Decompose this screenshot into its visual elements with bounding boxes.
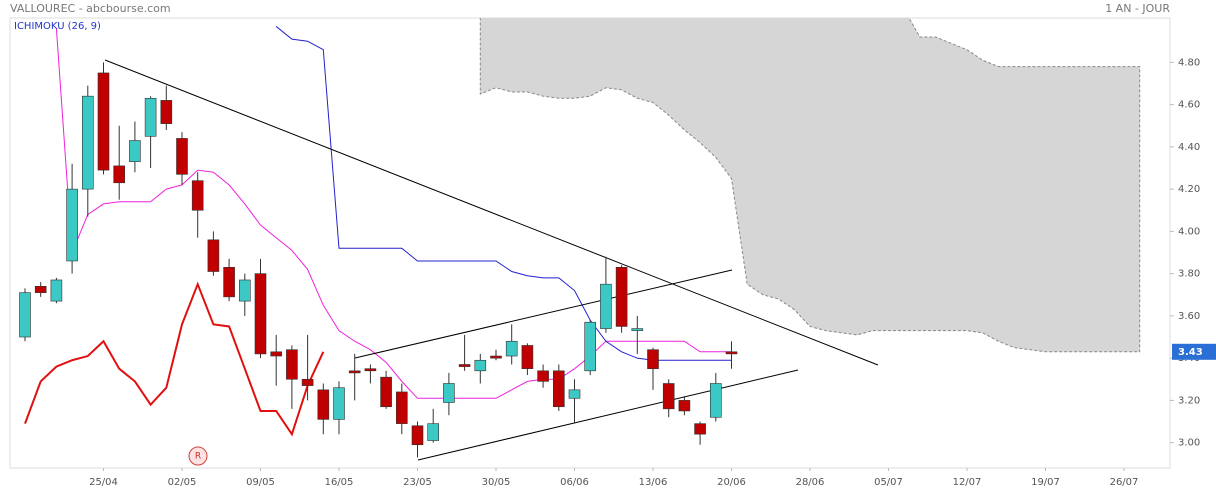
y-tick-label: 4.00 <box>1178 226 1200 237</box>
x-tick-label: 20/06 <box>717 477 746 488</box>
candle-body <box>568 389 581 399</box>
candle-body <box>301 378 314 386</box>
candle-body <box>615 266 628 327</box>
candle-body <box>647 349 659 370</box>
candle-body <box>176 138 188 175</box>
signal-marker <box>188 446 208 466</box>
candle-body <box>505 340 518 357</box>
y-tick-label: 4.80 <box>1178 57 1200 68</box>
candle-body <box>631 328 644 331</box>
candle-body <box>160 100 173 124</box>
x-tick-label: 23/05 <box>403 477 432 488</box>
candle-body <box>364 368 377 372</box>
y-tick-label: 4.60 <box>1178 100 1200 111</box>
candle-body <box>34 286 47 293</box>
period-label: 1 AN - JOUR <box>1105 2 1170 15</box>
candle-body <box>19 292 31 338</box>
candle-body <box>725 351 738 355</box>
axis-layer: 3.003.203.403.603.804.004.204.404.604.80… <box>89 57 1216 488</box>
x-tick-label: 30/05 <box>482 477 511 488</box>
candle-body <box>348 370 361 374</box>
candle-body <box>662 383 675 410</box>
candle-body <box>537 370 549 382</box>
candle-body <box>552 370 565 408</box>
candle-body <box>600 283 612 329</box>
last-price-label: 3.43 <box>1178 347 1203 358</box>
candle-body <box>239 279 251 302</box>
x-tick-label: 26/07 <box>1110 477 1139 488</box>
candle-body <box>490 355 502 359</box>
x-tick-label: 28/06 <box>796 477 825 488</box>
y-tick-label: 4.40 <box>1178 142 1200 153</box>
candle-body <box>82 95 94 190</box>
chart-title: VALLOUREC - abcbourse.com <box>10 2 171 15</box>
x-tick-label: 05/07 <box>874 477 903 488</box>
candle-body <box>97 72 110 171</box>
x-tick-label: 12/07 <box>953 477 982 488</box>
indicator-line <box>24 281 325 437</box>
candle-body <box>66 188 78 262</box>
candle-body <box>380 376 392 408</box>
candle-body <box>286 349 298 380</box>
candle-body <box>223 266 235 298</box>
y-tick-label: 3.20 <box>1178 395 1200 406</box>
x-tick-label: 19/07 <box>1031 477 1060 488</box>
candles-layer <box>19 62 738 458</box>
candle-body <box>317 389 330 420</box>
candle-body <box>254 273 267 355</box>
signal-label: R <box>195 452 201 462</box>
candle-body <box>191 180 204 211</box>
candle-body <box>443 383 455 403</box>
indicator-label: ICHIMOKU (26, 9) <box>14 21 101 32</box>
candle-body <box>129 140 141 162</box>
cloud-layer <box>479 18 1141 353</box>
candle-body <box>395 391 408 424</box>
y-tick-label: 4.20 <box>1178 184 1200 195</box>
x-tick-label: 02/05 <box>168 477 197 488</box>
trendline <box>104 59 879 366</box>
trendline <box>417 369 799 461</box>
trendlines <box>104 59 879 461</box>
candle-body <box>207 239 220 272</box>
candle-body <box>474 359 487 372</box>
candle-body <box>458 364 471 367</box>
x-tick-label: 06/06 <box>560 477 589 488</box>
candle-body <box>50 279 63 302</box>
trendline <box>354 269 733 359</box>
indicator-line <box>55 28 732 399</box>
candle-body <box>694 423 706 435</box>
candle-body <box>333 387 345 420</box>
y-tick-label: 3.00 <box>1178 438 1200 449</box>
candle-body <box>678 400 691 412</box>
x-tick-label: 25/04 <box>89 477 118 488</box>
candle-body <box>584 321 597 372</box>
x-tick-label: 09/05 <box>246 477 275 488</box>
y-tick-label: 3.80 <box>1178 269 1200 280</box>
candle-body <box>709 383 722 418</box>
candle-body <box>521 345 534 370</box>
candle-body <box>270 351 283 357</box>
y-tick-label: 3.60 <box>1178 311 1200 322</box>
candle-body <box>144 97 157 137</box>
candle-body <box>427 423 440 441</box>
candle-body <box>113 165 125 184</box>
x-tick-label: 13/06 <box>639 477 668 488</box>
ichimoku-cloud <box>479 18 1141 353</box>
candle-body <box>411 425 424 446</box>
last-price-box <box>1172 343 1216 360</box>
x-tick-label: 16/05 <box>325 477 354 488</box>
